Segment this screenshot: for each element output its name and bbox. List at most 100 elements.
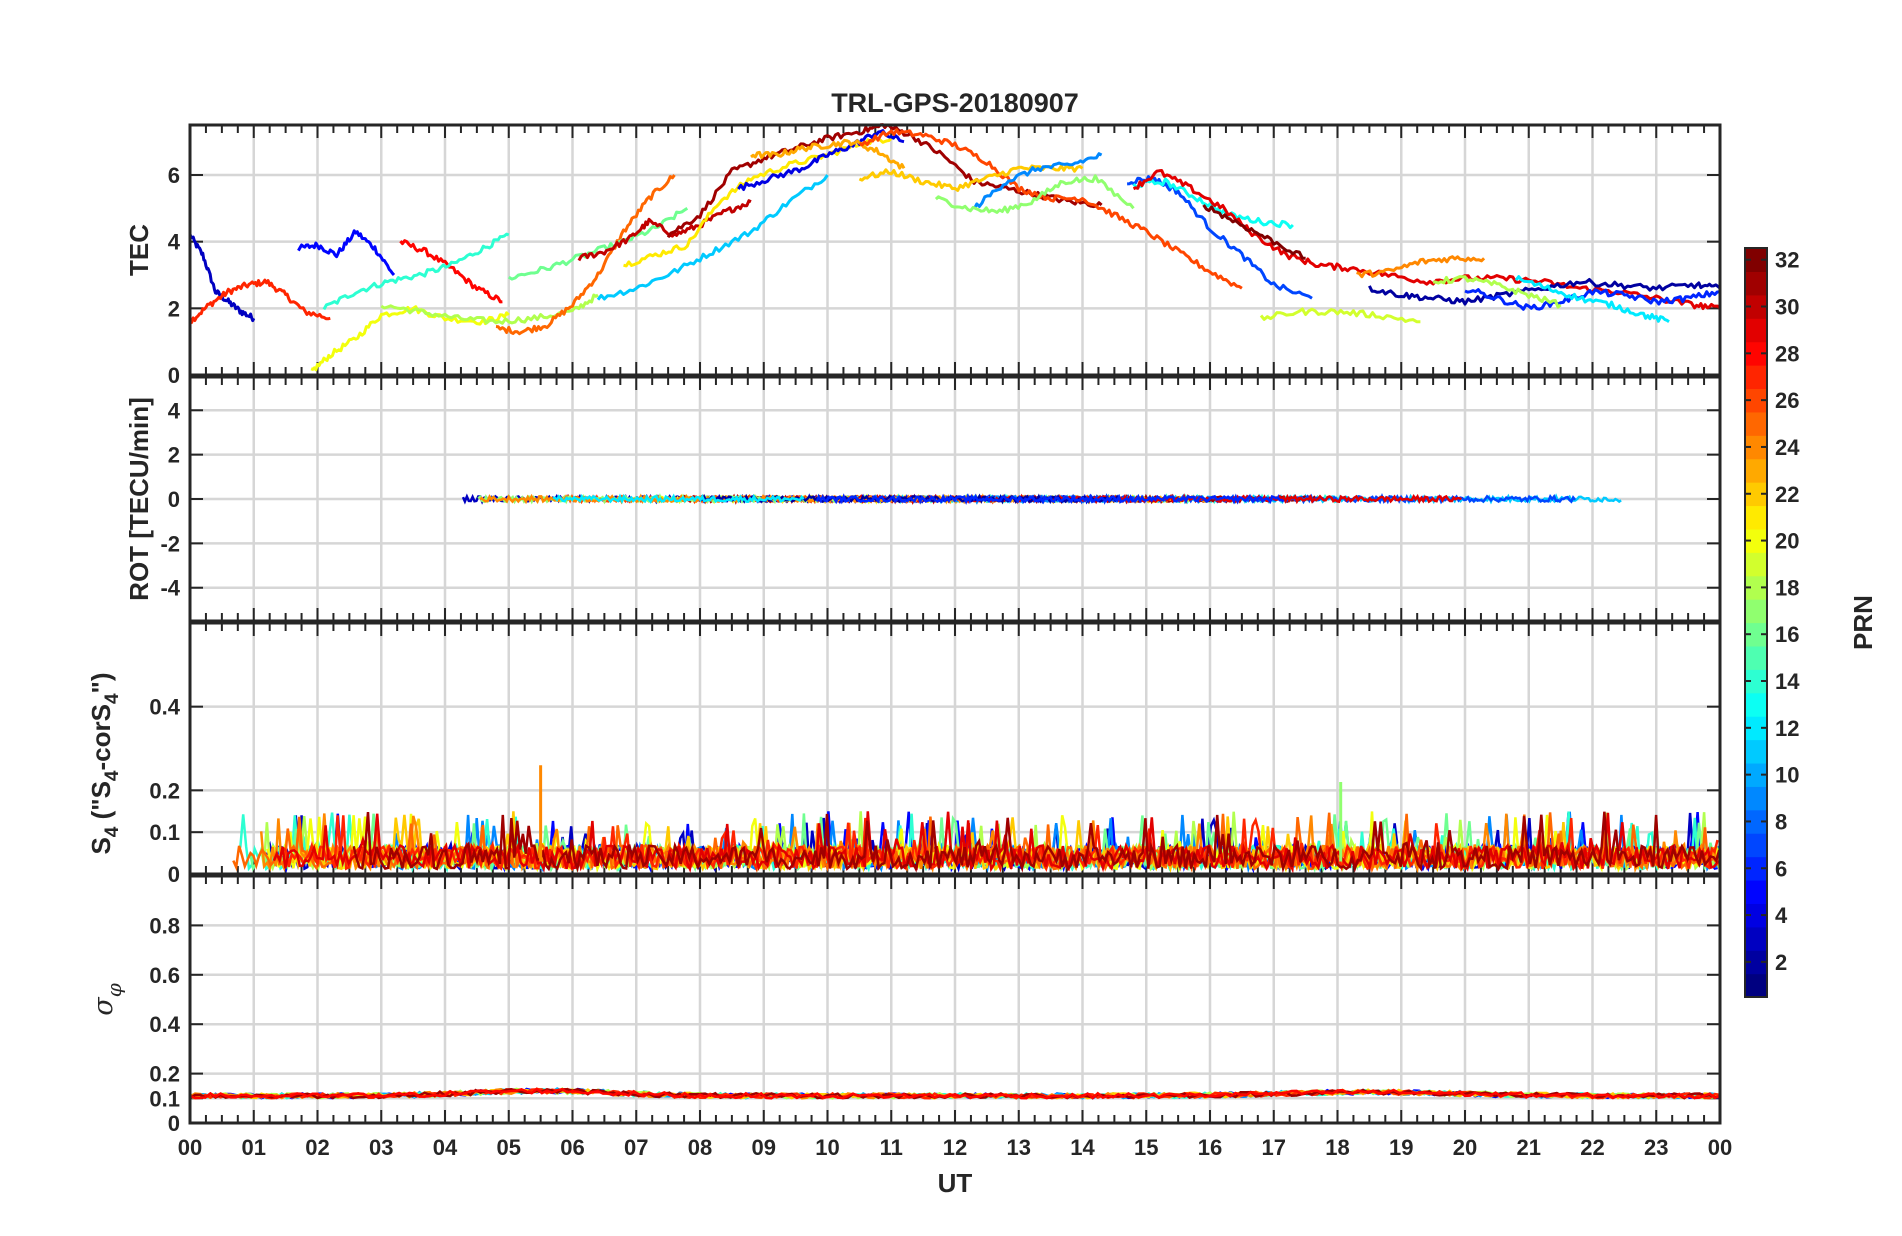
y-tick-label: 0.2 [149,1062,180,1087]
colorbar-tick-label: 26 [1775,388,1799,413]
colorbar-tick-label: 14 [1775,669,1800,694]
x-tick-label: 07 [624,1135,648,1160]
y-tick-label: 0.1 [149,820,180,845]
colorbar-tick-label: 8 [1775,809,1787,834]
x-tick-label: 11 [880,1135,903,1160]
tec-series-prn-12 [1514,275,1670,323]
x-tick-label: 13 [1007,1135,1031,1160]
x-tick-label: 15 [1134,1135,1158,1160]
colorbar-swatch [1745,411,1767,436]
colorbar-swatch [1745,739,1767,764]
x-tick-label: 00 [1708,1135,1732,1160]
s4-ylabel-part: -corS [86,704,116,770]
tec-series-prn-18 [1433,275,1562,309]
sigma-series-prn-27 [189,1088,1721,1100]
colorbar-frame [1744,247,1768,998]
x-tick-label: 06 [560,1135,584,1160]
y-tick-label: 0.8 [149,913,180,938]
colorbar-swatch [1745,903,1767,928]
colorbar-tick-label: 2 [1775,950,1787,975]
colorbar-swatch [1745,482,1767,507]
axes-frame [188,874,1722,1125]
colorbar-tick-label: 16 [1775,622,1799,647]
x-tick-label: 21 [1517,1135,1541,1160]
colorbar-tick-label: 6 [1775,856,1787,881]
x-tick-label: 10 [815,1135,839,1160]
colorbar-tick-label: 10 [1775,763,1799,788]
colorbar-swatch [1745,528,1767,553]
colorbar-swatch [1745,669,1767,694]
s4-ylabel: S4 ("S4-corS4") [86,672,123,854]
tec-series-prn-20 [310,305,510,372]
sigma-phi-panel: 00.10.2 0.4 0.6 0.8 σφ [88,874,1722,1136]
sigma-ylabel-sub: φ [102,983,126,997]
tec-series-prn-18 [380,293,599,325]
axes-frame [188,375,1722,623]
colorbar-tick-label: 12 [1775,716,1799,741]
s4-ylabel-part: ") [86,672,116,693]
x-tick-label: 04 [433,1135,458,1160]
y-tick-label: 0 [168,487,180,512]
s4-series-group [232,765,1721,874]
y-tick-label: 2 [168,443,180,468]
chart-title: TRL-GPS-20180907 [831,88,1079,118]
x-tick-label: 16 [1198,1135,1222,1160]
s4-ylabel-part: 4 [102,693,123,704]
x-tick-label: 19 [1389,1135,1413,1160]
colorbar-swatch [1745,388,1767,413]
rot-panel: -4 -2 0 2 4 ROT [TECU/min] [124,375,1722,623]
y-tick-label: 0.6 [149,963,180,988]
x-tick-label: 03 [369,1135,393,1160]
tec-series-prn-25 [495,174,676,336]
y-tick-label: 6 [168,163,180,188]
colorbar-swatch [1745,552,1767,577]
colorbar-tick-label: 28 [1775,341,1799,366]
tec-series-prn-29 [1132,169,1722,311]
tec-panel: 0 2 4 6 TRL-GPS-20180907 TEC [124,88,1722,388]
colorbar-swatch [1745,318,1767,343]
x-tick-label: 17 [1262,1135,1286,1160]
rot-series-prn-12 [552,493,805,505]
colorbar-swatch [1745,762,1767,787]
sigma-series-group [189,1086,1721,1100]
colorbar-swatch [1745,622,1767,647]
colorbar-tick-label: 30 [1775,295,1799,320]
colorbar-swatch [1745,458,1767,483]
tec-series-prn-5 [297,229,396,276]
y-tick-label: -2 [160,531,180,556]
y-tick-label: -4 [160,576,180,601]
colorbar-tick-label: 18 [1775,575,1799,600]
x-tick-label: 12 [943,1135,967,1160]
colorbar-swatch [1745,271,1767,296]
tec-series-prn-27 [189,278,331,325]
colorbar-swatch [1745,248,1767,273]
colorbar-swatch [1745,786,1767,811]
x-tick-label: 01 [242,1135,266,1160]
tec-series-prn-14 [322,232,510,311]
colorbar-tick-label: 22 [1775,482,1799,507]
y-tick-label: 0 [168,1111,180,1136]
colorbar-swatch [1745,950,1767,975]
tec-series-prn-4 [737,129,905,191]
s4-ylabel-part: S [86,837,116,854]
colorbar-tick-label: 32 [1775,248,1799,273]
tec-series-prn-28 [399,239,503,304]
tec-series-group [188,123,1722,372]
colorbar-tick-label: 4 [1775,903,1788,928]
colorbar-tick-label: 24 [1775,435,1800,460]
colorbar-swatch [1745,973,1767,998]
colorbar-swatch [1745,833,1767,858]
tec-series-prn-26 [858,128,1243,290]
s4-ylabel-part: ("S [86,781,116,827]
tec-series-prn-9 [972,152,1103,210]
colorbar-swatch [1745,692,1767,717]
x-tick-label: 14 [1070,1135,1095,1160]
y-tick-label: 0.1 [149,1086,180,1111]
tec-series-prn-24 [1356,255,1486,279]
x-tick-label: 00 [178,1135,202,1160]
s4-ylabel-part: 4 [102,770,123,781]
axes-frame [188,621,1722,876]
colorbar-swatch [1745,809,1767,834]
x-tick-label: 22 [1580,1135,1604,1160]
colorbar-swatch [1745,575,1767,600]
